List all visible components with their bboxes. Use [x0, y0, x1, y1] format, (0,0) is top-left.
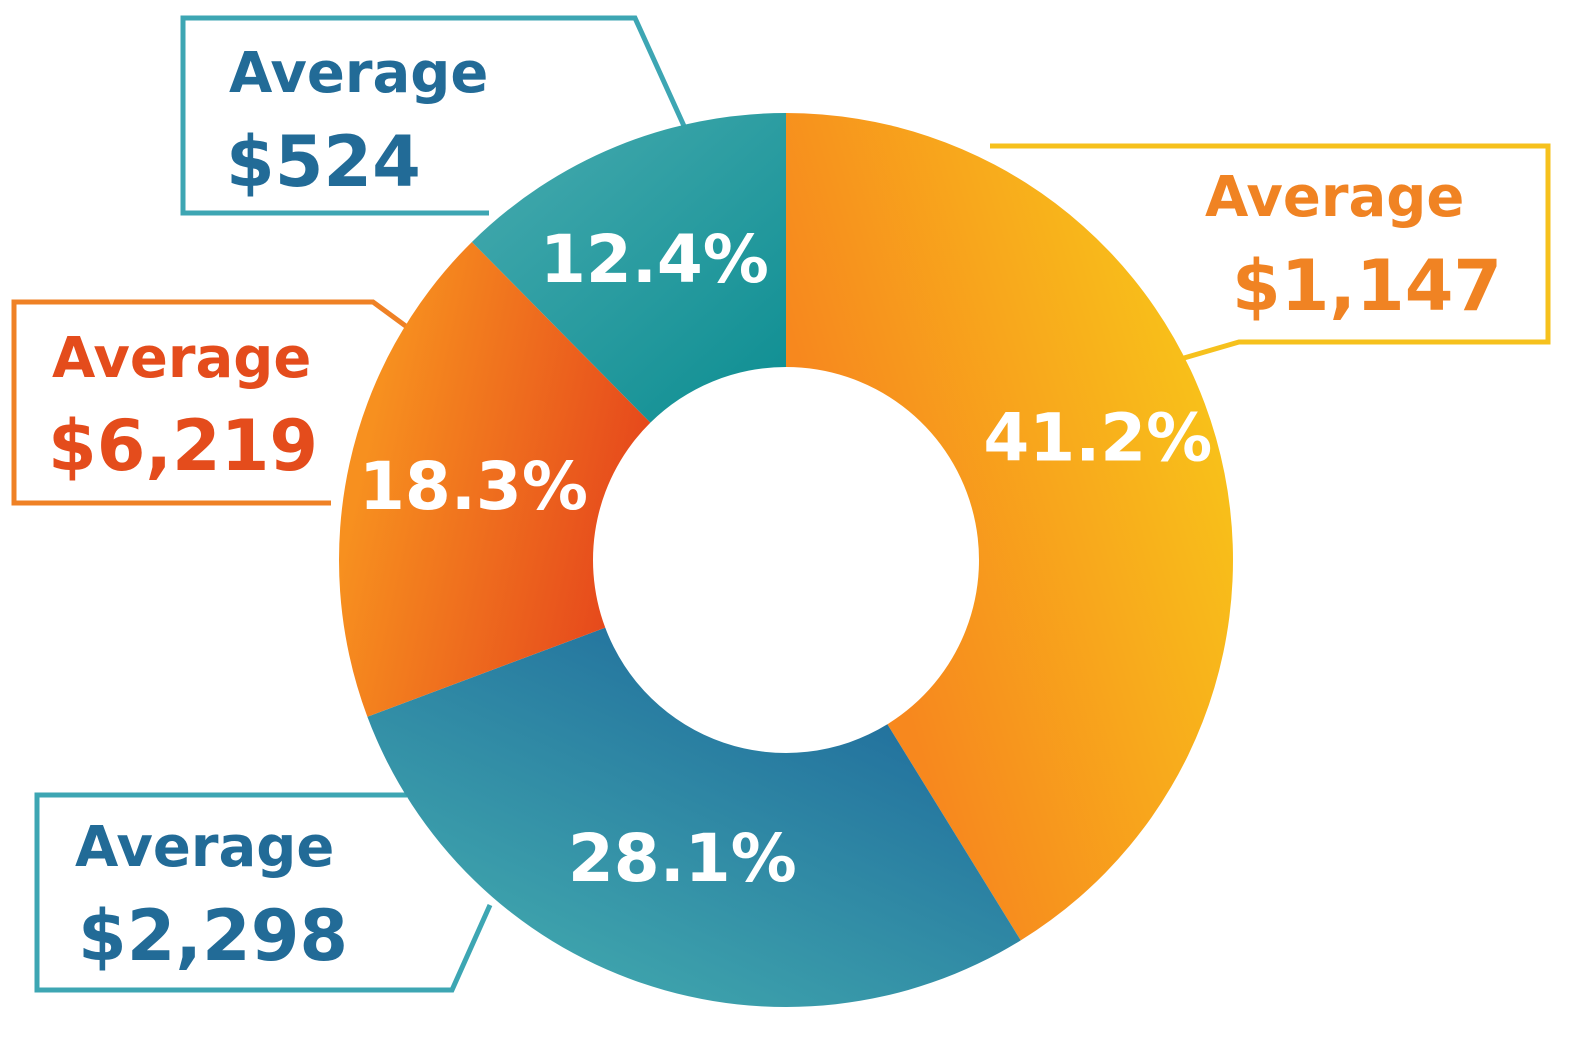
callout-frame-6219 — [11, 299, 409, 506]
callout-caption-524: Average — [229, 41, 488, 106]
callout-frame-2298 — [34, 792, 493, 993]
callout-amount-6219: $6,219 — [48, 405, 318, 487]
callout-frame-1147 — [990, 143, 1551, 361]
callout-caption-2298: Average — [75, 815, 334, 880]
callout-amount-1147: $1,147 — [1232, 245, 1502, 327]
callout-caption-1147: Average — [1205, 165, 1464, 230]
slice-41-2pct — [786, 113, 1234, 941]
slice-label-3: 12.4% — [540, 221, 769, 298]
slice-18-3pct — [338, 241, 651, 717]
callout-amount-524: $524 — [226, 121, 421, 203]
slice-12-4pct — [471, 112, 786, 423]
slice-label-1: 28.1% — [568, 820, 797, 897]
callout-frame-524 — [180, 15, 687, 216]
callout-amount-2298: $2,298 — [78, 895, 348, 977]
slice-label-0: 41.2% — [983, 400, 1212, 477]
slice-label-2: 18.3% — [359, 448, 588, 525]
callout-caption-6219: Average — [52, 326, 311, 391]
slice-28-1pct — [367, 627, 1021, 1008]
